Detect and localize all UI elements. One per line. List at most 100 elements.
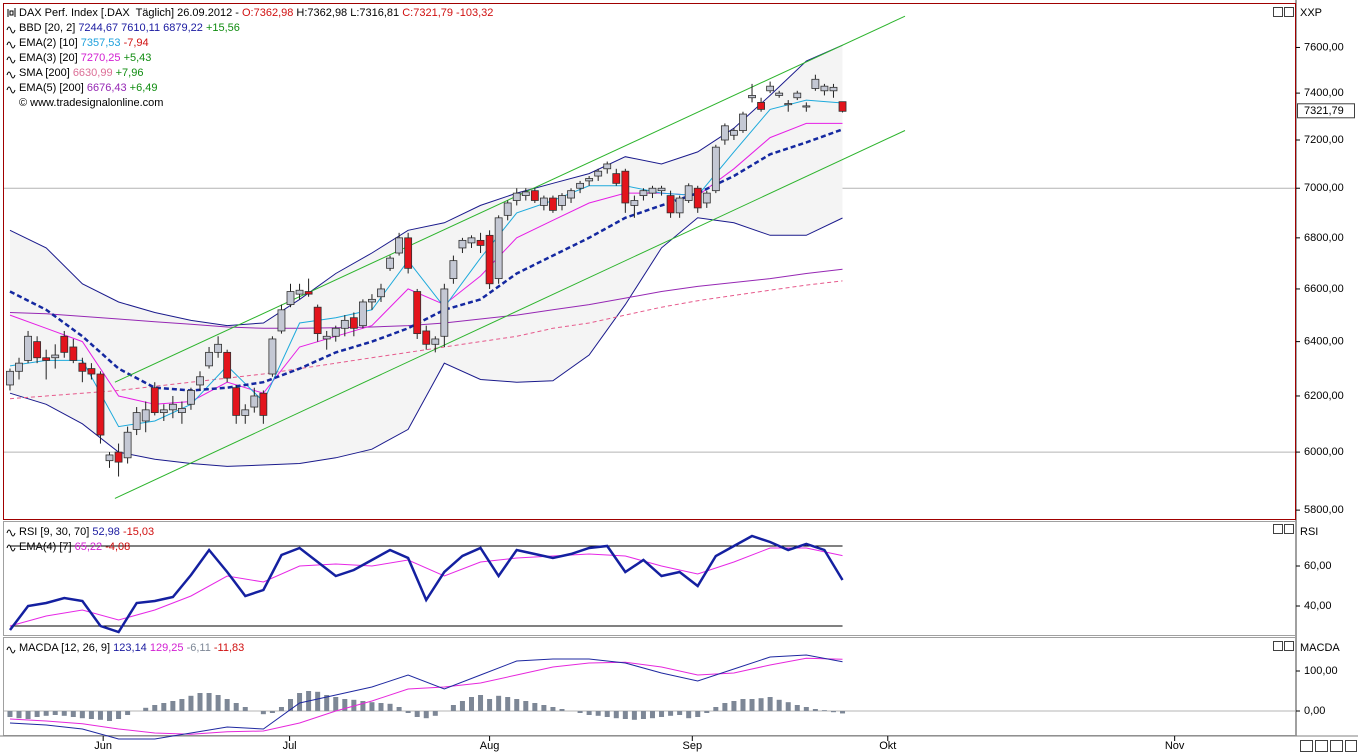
- y-tick-label: 7400,00: [1304, 87, 1344, 99]
- candle-body: [811, 78, 820, 89]
- maximize-button[interactable]: [1273, 524, 1283, 534]
- histogram-bar: [125, 711, 131, 715]
- histogram-bar: [604, 711, 610, 717]
- histogram-bar: [794, 705, 800, 711]
- indicator-icon: [6, 71, 16, 79]
- legend-part: C:7321,79 -103,32: [399, 7, 493, 19]
- legend-icons: [6, 8, 16, 654]
- histogram-bar: [830, 711, 836, 713]
- histogram-bar: [713, 707, 719, 711]
- candle-body: [286, 291, 295, 305]
- candle-body: [123, 431, 132, 459]
- histogram-bar: [450, 705, 456, 711]
- zoom-button[interactable]: [1300, 740, 1313, 752]
- price-tag: [1297, 103, 1355, 119]
- candle-body: [521, 191, 530, 196]
- candle-body: [404, 237, 413, 269]
- legend-entry: BBD [20, 2] 7244,67 7610,11 6879,22 +15,…: [19, 22, 240, 34]
- histogram-bar: [7, 711, 13, 717]
- y-tick-label: 6400,00: [1304, 336, 1344, 348]
- histogram-bar: [34, 711, 40, 717]
- candle-body: [485, 234, 494, 285]
- candle-body: [295, 289, 304, 295]
- close-button[interactable]: [1284, 7, 1294, 17]
- close-button[interactable]: [1284, 524, 1294, 534]
- y-tick-label: 7600,00: [1304, 41, 1344, 53]
- legend-part: 129,25: [147, 642, 184, 654]
- zoom-button[interactable]: [1345, 740, 1357, 752]
- indicator-icon: [6, 56, 16, 64]
- histogram-bar: [188, 695, 194, 711]
- histogram-bar: [170, 701, 176, 711]
- price-tag-label: 7321,79: [1304, 105, 1344, 117]
- maximize-button[interactable]: [1273, 7, 1283, 17]
- legend-entry: © www.tradesignalonline.com: [19, 97, 163, 109]
- indicator-line: [9, 268, 843, 329]
- candle-body: [494, 217, 503, 280]
- candle-body: [159, 409, 168, 414]
- histogram-bar: [288, 699, 294, 711]
- close-button[interactable]: [1284, 641, 1294, 651]
- histogram-bar: [523, 701, 529, 711]
- candle-body: [775, 92, 784, 96]
- candle-body: [241, 409, 250, 416]
- histogram-bar: [242, 707, 248, 711]
- candle-body: [431, 338, 440, 345]
- band-fill: [9, 45, 843, 467]
- x-tick-label: Nov: [1165, 740, 1185, 752]
- legend-part: 52,98: [92, 526, 120, 538]
- candle-body: [549, 197, 557, 211]
- candle-body: [675, 197, 684, 214]
- histogram-bar: [722, 703, 728, 711]
- y-tick-label: 100,00: [1304, 665, 1338, 677]
- candle-body: [702, 192, 711, 204]
- legend-part: -6,11: [184, 642, 211, 654]
- indicator-icon: [6, 26, 16, 34]
- indicator-icon: [6, 41, 16, 49]
- legend-entry: EMA(2) [10] 7357,53 -7,94: [19, 37, 149, 49]
- candle-body: [467, 237, 476, 244]
- candle-body: [422, 330, 431, 345]
- candle-body: [60, 335, 69, 353]
- legend-part: MACDA [12, 26, 9]: [19, 642, 113, 654]
- x-tick-label: Okt: [879, 740, 896, 752]
- candle-body: [413, 291, 422, 335]
- histogram-bar: [577, 711, 583, 713]
- histogram-bar: [215, 695, 221, 711]
- legend-part: +5,43: [121, 52, 152, 64]
- legend-entry: EMA(3) [20] 7270,25 +5,43: [19, 52, 151, 64]
- candle-body: [820, 85, 829, 92]
- panel-buttons: [1273, 7, 1357, 752]
- candle-body: [585, 178, 594, 182]
- zoom-button[interactable]: [1315, 740, 1328, 752]
- legend-part: +15,56: [203, 22, 240, 34]
- histogram-bar: [152, 705, 158, 711]
- price-panel-frame: [3, 3, 1296, 520]
- histogram-bar: [668, 711, 674, 716]
- candle-body: [766, 85, 775, 92]
- legend-part: -15,03: [120, 526, 154, 538]
- candle-body: [612, 173, 621, 184]
- candle-body: [178, 408, 186, 414]
- histogram-bar: [269, 711, 275, 713]
- legend-part: 7244,67 7610,11 6879,22: [78, 22, 203, 34]
- candle-body: [87, 368, 96, 375]
- legend-part: DAX Perf. Index [.DAX Täglich] 26.09.201…: [19, 7, 242, 19]
- histogram-bar: [459, 701, 465, 711]
- legend-part: H:7362,98 L:7316,81: [293, 7, 399, 19]
- histogram-bar: [595, 711, 601, 716]
- candle-body: [829, 86, 838, 92]
- candle-body: [141, 409, 150, 422]
- histogram-bar: [351, 699, 357, 711]
- channel-line: [114, 15, 906, 383]
- candle-body: [558, 195, 566, 206]
- histogram-bar: [740, 699, 746, 711]
- zoom-button[interactable]: [1330, 740, 1343, 752]
- x-tick-label: Aug: [480, 740, 500, 752]
- maximize-button[interactable]: [1273, 641, 1283, 651]
- candle-body: [349, 317, 358, 329]
- histogram-bar: [559, 709, 565, 711]
- candle-body: [838, 101, 847, 112]
- histogram-bar: [541, 705, 547, 711]
